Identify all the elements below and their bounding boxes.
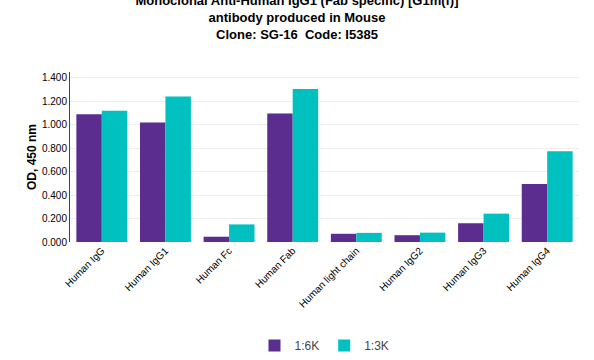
svg-text:Monoclonal Anti-Human IgG1 (Fa: Monoclonal Anti-Human IgG1 (Fab specific… (135, 0, 458, 42)
svg-text:Human light chain: Human light chain (297, 245, 361, 309)
svg-text:Human IgG2: Human IgG2 (377, 245, 425, 293)
svg-text:0.400: 0.400 (42, 190, 67, 201)
svg-text:1:6K: 1:6K (295, 339, 320, 353)
svg-text:0.600: 0.600 (42, 166, 67, 177)
svg-text:1.200: 1.200 (42, 96, 67, 107)
svg-text:Human IgG3: Human IgG3 (441, 245, 489, 293)
svg-text:0.800: 0.800 (42, 143, 67, 154)
svg-text:0.200: 0.200 (42, 213, 67, 224)
svg-text:Human IgG: Human IgG (63, 245, 107, 289)
svg-text:1:3K: 1:3K (364, 339, 389, 353)
svg-text:1.000: 1.000 (42, 119, 67, 130)
svg-text:Human Fab: Human Fab (253, 245, 298, 290)
svg-text:0.000: 0.000 (42, 237, 67, 248)
svg-text:1.400: 1.400 (42, 72, 67, 83)
svg-text:Human IgG1: Human IgG1 (123, 245, 171, 293)
svg-text:Human Fc: Human Fc (194, 245, 234, 285)
svg-text:OD, 450 nm: OD, 450 nm (25, 124, 39, 190)
svg-text:Human IgG4: Human IgG4 (504, 245, 552, 293)
